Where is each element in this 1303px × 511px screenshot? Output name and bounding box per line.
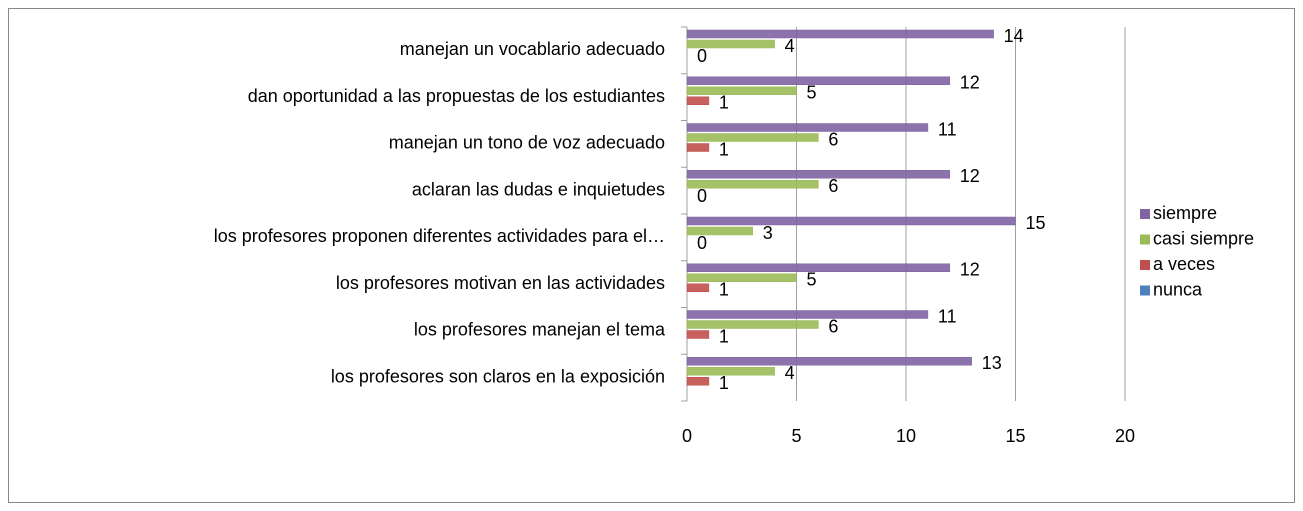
bar xyxy=(686,96,710,105)
data-label: 1 xyxy=(719,373,729,393)
bar xyxy=(686,283,710,292)
bar xyxy=(686,86,797,95)
bar xyxy=(686,357,972,366)
x-tick-label: 10 xyxy=(896,426,916,446)
bar xyxy=(686,273,797,282)
bar xyxy=(686,377,710,386)
bar xyxy=(686,330,710,339)
bar xyxy=(686,76,951,85)
legend-label: casi siempre xyxy=(1153,228,1254,248)
category-label: dan oportunidad a las propuestas de los … xyxy=(248,86,665,106)
data-label: 6 xyxy=(828,176,838,196)
legend-label: siempre xyxy=(1153,203,1217,223)
bar xyxy=(686,170,951,179)
bar xyxy=(686,320,819,329)
bar xyxy=(686,263,951,272)
bar xyxy=(686,123,929,132)
chart-frame xyxy=(8,8,1295,503)
bar xyxy=(686,216,1016,226)
bar xyxy=(686,180,819,189)
data-label: 6 xyxy=(828,316,838,336)
data-label: 4 xyxy=(785,36,795,56)
legend-swatch xyxy=(1140,234,1150,245)
data-label: 1 xyxy=(719,93,729,113)
legend-swatch xyxy=(1140,209,1150,219)
x-tick-label: 15 xyxy=(1005,426,1025,446)
data-label: 4 xyxy=(785,363,795,383)
data-label: 13 xyxy=(982,353,1002,373)
legend-label: nunca xyxy=(1153,279,1203,299)
data-label: 12 xyxy=(960,166,980,186)
data-label: 15 xyxy=(1026,213,1046,233)
bar xyxy=(686,226,753,236)
category-label: los profesores proponen diferentes activ… xyxy=(214,226,665,246)
data-label: 14 xyxy=(1004,26,1024,46)
data-label: 3 xyxy=(763,223,773,243)
data-label: 0 xyxy=(697,46,707,66)
x-tick-label: 20 xyxy=(1115,426,1135,446)
legend-label: a veces xyxy=(1153,254,1215,274)
bar xyxy=(686,29,994,39)
data-label: 6 xyxy=(828,129,838,149)
bar xyxy=(686,143,710,152)
data-label: 5 xyxy=(807,270,817,290)
category-label: los profesores son claros en la exposici… xyxy=(331,366,665,386)
data-label: 1 xyxy=(719,139,729,159)
legend-swatch xyxy=(1140,260,1150,270)
data-label: 1 xyxy=(719,326,729,346)
data-label: 12 xyxy=(960,73,980,93)
data-label: 0 xyxy=(697,233,707,253)
x-tick-label: 0 xyxy=(682,426,692,446)
data-label: 11 xyxy=(938,306,957,326)
category-label: los profesores manejan el tema xyxy=(414,320,666,340)
x-tick-label: 5 xyxy=(791,426,801,446)
bar xyxy=(686,39,775,49)
data-label: 11 xyxy=(938,119,957,139)
category-label: aclaran las dudas e inquietudes xyxy=(412,179,665,199)
bar xyxy=(686,367,775,376)
data-label: 12 xyxy=(960,260,980,280)
data-label: 0 xyxy=(697,186,707,206)
category-label: los profesores motivan en las actividade… xyxy=(336,273,665,293)
data-label: 5 xyxy=(807,83,817,103)
bar xyxy=(686,310,929,319)
bar xyxy=(686,133,819,142)
data-label: 1 xyxy=(719,280,729,300)
legend-swatch xyxy=(1140,285,1150,296)
category-label: manejan un tono de voz adecuado xyxy=(389,133,665,153)
category-label: manejan un vocablario adecuado xyxy=(400,39,665,59)
